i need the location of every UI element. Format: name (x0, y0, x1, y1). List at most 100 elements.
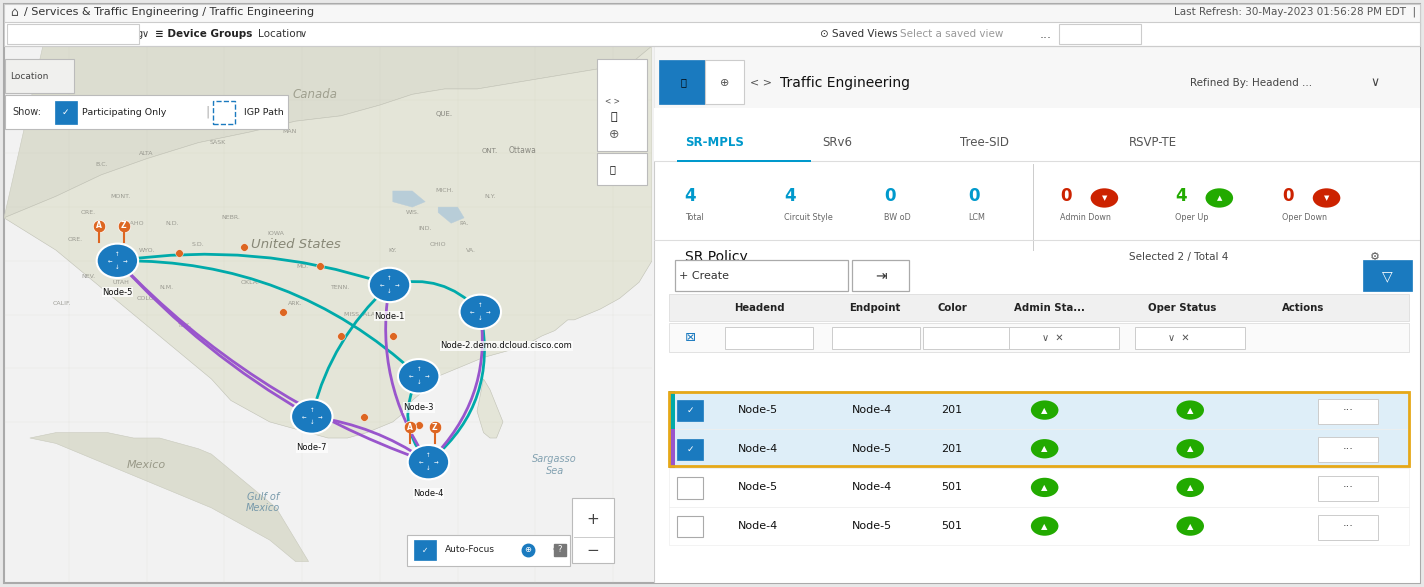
FancyBboxPatch shape (1363, 260, 1411, 291)
Text: Node-4: Node-4 (413, 489, 444, 498)
Text: Admin Sta...: Admin Sta... (1014, 302, 1085, 312)
Bar (654, 108, 1420, 161)
Text: Node-3: Node-3 (403, 403, 434, 412)
Bar (654, 46, 1420, 110)
Text: ⊕: ⊕ (609, 127, 619, 140)
Text: ▽: ▽ (1381, 269, 1393, 283)
Bar (669, 430, 675, 468)
Text: ⌂: ⌂ (10, 5, 19, 19)
Text: A: A (97, 221, 103, 230)
Text: ✓: ✓ (422, 546, 429, 555)
FancyBboxPatch shape (833, 328, 920, 349)
Text: →: → (424, 374, 429, 379)
Text: ···: ··· (1343, 444, 1353, 454)
Text: United States: United States (251, 238, 340, 251)
Text: CALIF.: CALIF. (53, 301, 71, 306)
Text: 0: 0 (1059, 187, 1071, 205)
Polygon shape (4, 46, 652, 438)
Text: Z: Z (431, 423, 437, 432)
Text: Select a saved view: Select a saved view (900, 29, 1004, 39)
Text: Last Refresh: 30-May-2023 01:56:28 PM EDT  |: Last Refresh: 30-May-2023 01:56:28 PM ED… (1173, 6, 1415, 17)
FancyBboxPatch shape (572, 498, 614, 563)
Text: Node-5: Node-5 (738, 483, 779, 492)
FancyBboxPatch shape (676, 438, 703, 460)
Text: ⊕: ⊕ (524, 545, 531, 554)
Text: Endpoint: Endpoint (849, 302, 901, 312)
Text: ⊠: ⊠ (685, 331, 696, 344)
FancyBboxPatch shape (414, 540, 436, 561)
Text: Node-5: Node-5 (852, 521, 891, 531)
Text: →: → (318, 414, 322, 419)
Text: Show:: Show: (13, 107, 41, 117)
Text: ≡ Device Groups: ≡ Device Groups (155, 29, 252, 39)
Text: 🌐: 🌐 (681, 77, 686, 87)
Text: ←: ← (379, 282, 384, 288)
Text: ↑: ↑ (478, 303, 483, 308)
Text: TEX.: TEX. (178, 323, 192, 328)
Text: WIS.: WIS. (406, 210, 419, 215)
Text: ✓: ✓ (61, 108, 70, 117)
Polygon shape (393, 191, 426, 207)
Text: Node-5: Node-5 (103, 288, 132, 296)
Text: BW oD: BW oD (884, 213, 910, 222)
Text: ✓: ✓ (686, 406, 693, 415)
Text: 501: 501 (941, 483, 963, 492)
Text: NEV.: NEV. (81, 274, 95, 279)
Text: N.D.: N.D. (165, 221, 179, 226)
Text: →: → (434, 460, 439, 465)
Text: + Create: + Create (679, 271, 729, 281)
Text: Circuit Style: Circuit Style (785, 213, 833, 222)
Text: ▲: ▲ (1041, 444, 1048, 453)
Circle shape (1176, 478, 1203, 497)
Text: 4: 4 (1175, 187, 1186, 205)
Text: ✓: ✓ (686, 445, 693, 454)
Text: WYO.: WYO. (138, 248, 155, 252)
Circle shape (397, 359, 440, 393)
Text: SRv6: SRv6 (823, 136, 853, 149)
Text: ···: ··· (1343, 405, 1353, 415)
Bar (669, 507, 1408, 545)
FancyBboxPatch shape (1008, 328, 1119, 349)
Text: RSVP-TE: RSVP-TE (1129, 136, 1178, 149)
FancyBboxPatch shape (676, 477, 703, 499)
Text: ←: ← (409, 374, 413, 379)
Circle shape (1313, 188, 1340, 208)
Text: Headend: Headend (735, 302, 785, 312)
Text: Total: Total (685, 213, 703, 222)
Text: Node-5: Node-5 (738, 405, 779, 415)
Text: Traffic Engineering: Traffic Engineering (53, 29, 144, 39)
FancyBboxPatch shape (725, 328, 813, 349)
FancyBboxPatch shape (675, 260, 847, 291)
Text: ALTA: ALTA (140, 151, 154, 156)
Text: Node-4: Node-4 (738, 521, 779, 531)
Text: N.M.: N.M. (159, 285, 174, 290)
Text: Node-4: Node-4 (852, 483, 891, 492)
FancyBboxPatch shape (676, 400, 703, 421)
Circle shape (290, 399, 333, 434)
Bar (669, 323, 1408, 352)
Text: ⇥: ⇥ (874, 269, 887, 283)
Text: →: → (486, 309, 490, 314)
Text: Node-2.demo.dcloud.cisco.com: Node-2.demo.dcloud.cisco.com (440, 342, 572, 350)
Circle shape (1031, 517, 1058, 536)
Text: Oper Status: Oper Status (1148, 302, 1216, 312)
Text: ▲: ▲ (1216, 195, 1222, 201)
Text: →: → (394, 282, 400, 288)
Text: / Services & Traffic Engineering / Traffic Engineering: / Services & Traffic Engineering / Traff… (24, 7, 315, 17)
FancyBboxPatch shape (659, 60, 706, 104)
Text: ←: ← (302, 414, 306, 419)
Text: Auto-Focus: Auto-Focus (444, 545, 494, 554)
Text: ⚙: ⚙ (1370, 251, 1380, 261)
Text: ▲: ▲ (1041, 522, 1048, 531)
Text: S.D.: S.D. (192, 242, 205, 247)
Text: SR-MPLS: SR-MPLS (685, 136, 743, 149)
Text: ⊞ Show: ⊞ Show (13, 29, 53, 39)
Text: ↑: ↑ (416, 367, 422, 372)
Text: 4: 4 (685, 187, 696, 205)
Circle shape (1176, 439, 1203, 458)
Text: ↓: ↓ (416, 380, 422, 385)
Text: ▲: ▲ (1188, 406, 1193, 414)
FancyBboxPatch shape (1135, 328, 1246, 349)
Text: 0: 0 (968, 187, 980, 205)
Text: IOWA: IOWA (268, 231, 285, 237)
